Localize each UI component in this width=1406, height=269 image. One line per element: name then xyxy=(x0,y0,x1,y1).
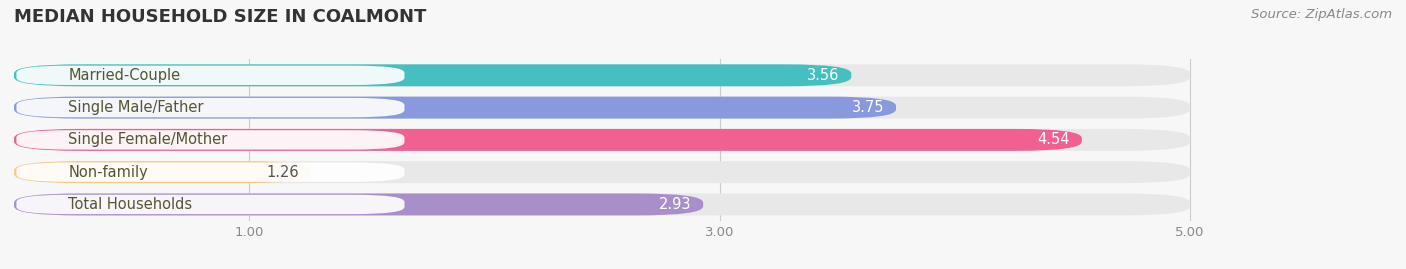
FancyBboxPatch shape xyxy=(14,161,1189,183)
Text: MEDIAN HOUSEHOLD SIZE IN COALMONT: MEDIAN HOUSEHOLD SIZE IN COALMONT xyxy=(14,8,426,26)
Text: Total Households: Total Households xyxy=(67,197,193,212)
FancyBboxPatch shape xyxy=(17,130,405,150)
Text: Married-Couple: Married-Couple xyxy=(67,68,180,83)
FancyBboxPatch shape xyxy=(14,64,1189,86)
FancyBboxPatch shape xyxy=(14,161,311,183)
Text: Single Male/Father: Single Male/Father xyxy=(67,100,204,115)
Text: 3.75: 3.75 xyxy=(852,100,884,115)
FancyBboxPatch shape xyxy=(14,193,1189,215)
FancyBboxPatch shape xyxy=(14,129,1081,151)
FancyBboxPatch shape xyxy=(17,195,405,214)
FancyBboxPatch shape xyxy=(14,97,1189,119)
Text: Single Female/Mother: Single Female/Mother xyxy=(67,132,228,147)
FancyBboxPatch shape xyxy=(14,64,851,86)
Text: 3.56: 3.56 xyxy=(807,68,839,83)
FancyBboxPatch shape xyxy=(17,98,405,117)
Text: Source: ZipAtlas.com: Source: ZipAtlas.com xyxy=(1251,8,1392,21)
FancyBboxPatch shape xyxy=(17,66,405,85)
Text: 2.93: 2.93 xyxy=(659,197,692,212)
Text: 1.26: 1.26 xyxy=(266,165,298,180)
Text: 4.54: 4.54 xyxy=(1038,132,1070,147)
FancyBboxPatch shape xyxy=(14,97,896,119)
FancyBboxPatch shape xyxy=(17,162,405,182)
FancyBboxPatch shape xyxy=(14,193,703,215)
FancyBboxPatch shape xyxy=(14,129,1189,151)
Text: Non-family: Non-family xyxy=(67,165,148,180)
